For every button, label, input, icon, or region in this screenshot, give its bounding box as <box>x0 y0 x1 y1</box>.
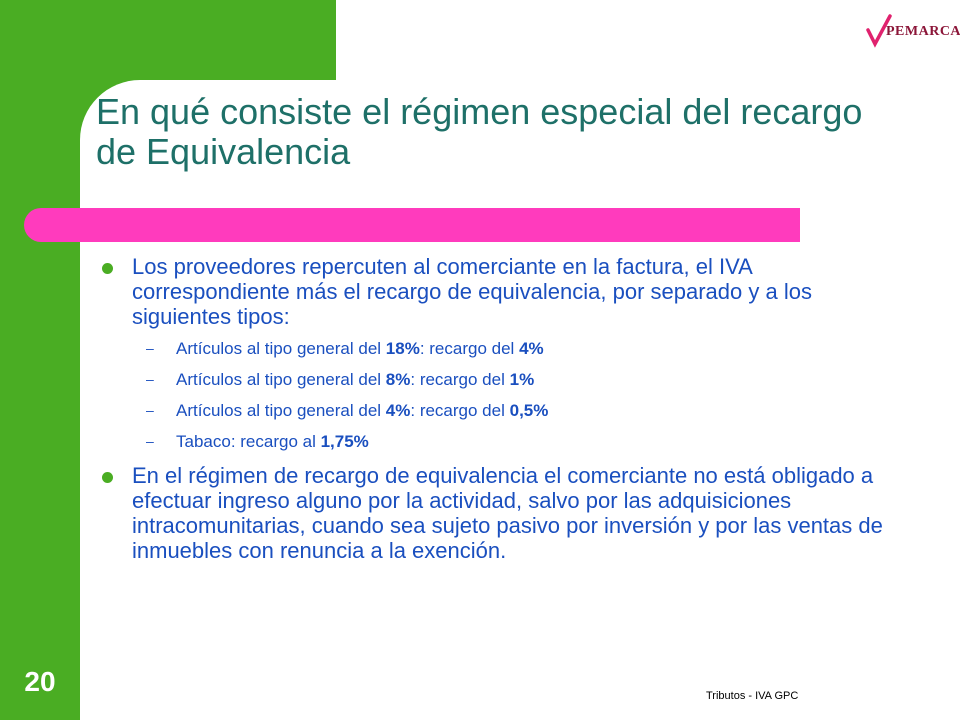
bullet-dot <box>102 263 113 274</box>
bullet-text: Los proveedores repercuten al comerciant… <box>132 254 812 329</box>
dash-marker: – <box>146 402 154 418</box>
sub-item: – Artículos al tipo general del 4%: reca… <box>96 401 886 420</box>
bullet-dot <box>102 472 113 483</box>
sub-item: – Tabaco: recargo al 1,75% <box>96 432 886 451</box>
sub-rate: 1,75% <box>320 432 369 451</box>
rounded-corner <box>80 80 140 140</box>
sub-prefix: Tabaco: recargo al <box>176 432 321 451</box>
sub-surcharge: 0,5% <box>509 401 549 420</box>
slide-title: En qué consiste el régimen especial del … <box>96 91 863 172</box>
pink-divider-bar <box>24 208 800 242</box>
pemarca-logo: PEMARCA <box>866 14 960 48</box>
sub-item: – Artículos al tipo general del 18%: rec… <box>96 339 886 358</box>
green-side-band <box>0 0 80 720</box>
sub-prefix: Artículos al tipo general del <box>176 401 386 420</box>
sub-prefix: Artículos al tipo general del <box>176 339 386 358</box>
sub-mid: : recargo del <box>419 339 520 358</box>
checkmark-icon <box>866 14 892 48</box>
sub-mid: : recargo del <box>410 401 510 420</box>
sub-mid: : recargo del <box>410 370 510 389</box>
dash-marker: – <box>146 371 154 387</box>
sub-rate: 8% <box>385 370 411 389</box>
bullet-item: En el régimen de recargo de equivalencia… <box>96 463 886 563</box>
rate-sublist: – Artículos al tipo general del 18%: rec… <box>96 339 886 451</box>
sub-surcharge: 1% <box>509 370 535 389</box>
sub-rate: 18% <box>385 339 420 358</box>
sub-rate: 4% <box>385 401 411 420</box>
bullet-text: En el régimen de recargo de equivalencia… <box>132 463 883 563</box>
logo-text: PEMARCA <box>886 24 960 39</box>
sub-item: – Artículos al tipo general del 8%: reca… <box>96 370 886 389</box>
dash-marker: – <box>146 433 154 449</box>
footer-text: Tributos - IVA GPC <box>706 690 799 702</box>
sub-surcharge: 4% <box>519 339 544 358</box>
dash-marker: – <box>146 340 154 356</box>
sub-prefix: Artículos al tipo general del <box>176 370 386 389</box>
bullet-item: Los proveedores repercuten al comerciant… <box>96 254 886 329</box>
slide-content: Los proveedores repercuten al comerciant… <box>96 254 886 563</box>
page-number: 20 <box>24 666 56 697</box>
